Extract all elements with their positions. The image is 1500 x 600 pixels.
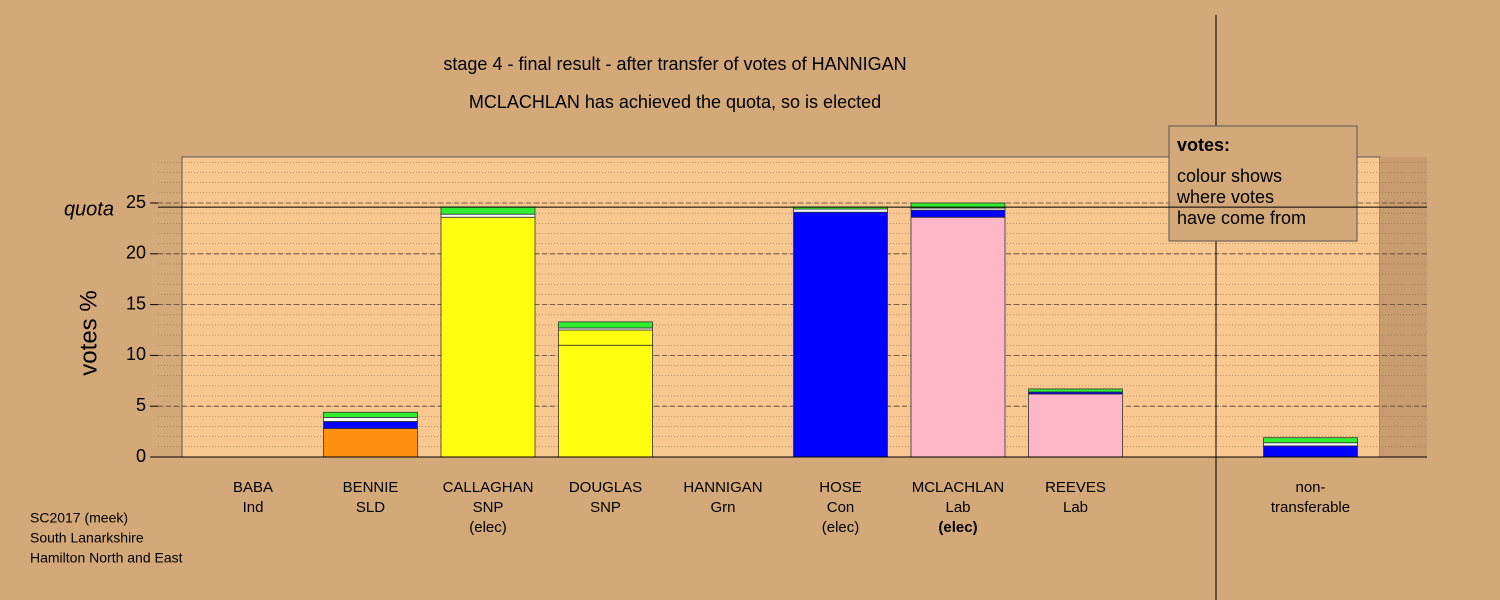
note-heading: votes:: [1177, 135, 1230, 155]
x-tick-label: SNP: [473, 499, 504, 516]
bar-segment: [910, 209, 1006, 218]
x-tick-label: CALLAGHAN: [443, 479, 534, 496]
x-tick-label: SLD: [356, 499, 385, 516]
bar-segment: [793, 211, 888, 458]
bar-segment: [793, 208, 888, 213]
x-tick-label: (elec): [938, 519, 977, 536]
y-tick-label: 10: [126, 344, 146, 364]
x-tick-label: (elec): [822, 519, 860, 536]
x-tick-label: DOUGLAS: [569, 479, 642, 496]
bar-segment: [323, 411, 418, 418]
x-tick-label: Ind: [243, 499, 264, 516]
x-tick-label: BABA: [233, 479, 273, 496]
x-tick-label: non-: [1295, 479, 1325, 496]
bar-segment: [910, 202, 1006, 209]
note-box: [1168, 125, 1358, 242]
bar-segment: [558, 344, 653, 458]
bar-segment: [558, 321, 653, 329]
x-tick-label: Lab: [945, 499, 970, 516]
y-tick-label: 25: [126, 192, 146, 212]
bar-segment: [1263, 445, 1358, 458]
bar-segment: [558, 329, 653, 346]
chart-subtitle: MCLACHLAN has achieved the quota, so is …: [469, 92, 881, 112]
footer-line: SC2017 (meek): [30, 510, 128, 526]
bar-segment: [440, 206, 536, 215]
note-line: where votes: [1176, 187, 1274, 207]
x-tick-label: (elec): [469, 519, 507, 536]
x-tick-label: REEVES: [1045, 479, 1106, 496]
bar-segment: [1028, 393, 1123, 458]
y-tick-label: 5: [136, 395, 146, 415]
note-line: have come from: [1177, 208, 1306, 228]
quota-label: quota: [64, 198, 114, 220]
footer-line: South Lanarkshire: [30, 530, 144, 546]
y-tick-label: 20: [126, 243, 146, 263]
footer-line: Hamilton North and East: [30, 550, 183, 566]
chart-title: stage 4 - final result - after transfer …: [443, 54, 906, 74]
plot-margin: [1380, 157, 1427, 457]
y-tick-label: 15: [126, 293, 146, 313]
y-axis-label: votes %: [75, 290, 102, 375]
x-tick-label: HOSE: [819, 479, 862, 496]
bar-segment: [323, 416, 418, 422]
bar-segment: [323, 421, 418, 429]
x-tick-label: HANNIGAN: [683, 479, 762, 496]
x-tick-label: Con: [827, 499, 855, 516]
x-tick-label: Lab: [1063, 499, 1088, 516]
x-tick-label: BENNIE: [343, 479, 399, 496]
x-tick-label: SNP: [590, 499, 621, 516]
bar-segment: [1028, 388, 1123, 393]
bar-segment: [1263, 442, 1358, 447]
x-tick-label: MCLACHLAN: [912, 479, 1005, 496]
bar-segment: [1263, 437, 1358, 444]
bar-segment: [440, 213, 536, 218]
bar-segment: [323, 428, 418, 458]
bar-segment: [440, 216, 536, 458]
bar-segment: [910, 216, 1006, 458]
x-tick-label: Grn: [710, 499, 735, 516]
y-tick-label: 0: [136, 446, 146, 466]
x-tick-label: transferable: [1271, 499, 1350, 516]
note-line: colour shows: [1177, 166, 1282, 186]
